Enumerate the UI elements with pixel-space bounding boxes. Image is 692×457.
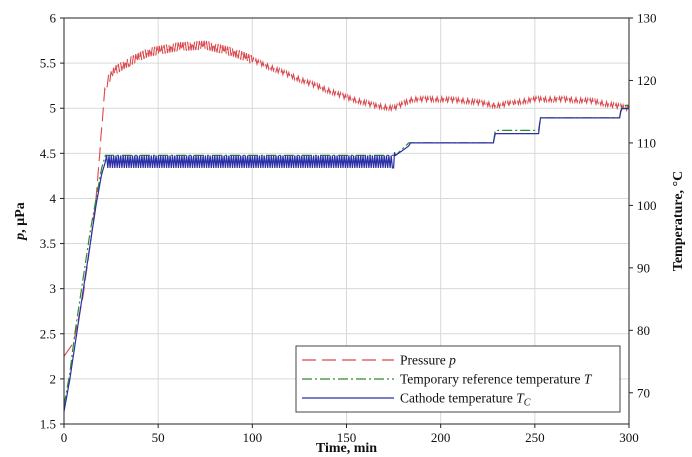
- x-tick-label: 250: [525, 430, 545, 445]
- y-right-tick-label: 130: [637, 11, 657, 26]
- y-left-tick-label: 5.5: [40, 56, 56, 71]
- legend-item-reference-temperature-label: Temporary reference temperature T: [400, 372, 593, 387]
- x-tick-label: 150: [337, 430, 357, 445]
- y-left-tick-label: 1.5: [40, 417, 56, 432]
- y-right-axis-title: Temperature, °C: [671, 171, 686, 271]
- series-cathode-temperature-line: [63, 107, 629, 412]
- x-tick-label: 50: [152, 430, 165, 445]
- y-left-tick-label: 5: [50, 101, 57, 116]
- legend-item-pressure-label: Pressure p: [400, 353, 456, 368]
- x-tick-label: 0: [61, 430, 68, 445]
- y-left-tick-label: 3.5: [40, 236, 56, 251]
- y-right-tick-label: 80: [637, 323, 650, 338]
- x-tick-label: 200: [431, 430, 451, 445]
- legend-item-cathode-temperature-label: Cathode temperature TC: [400, 391, 531, 409]
- y-left-tick-label: 6: [50, 11, 57, 26]
- y-right-tick-label: 70: [637, 385, 650, 400]
- y-right-tick-label: 100: [637, 198, 657, 213]
- y-left-tick-label: 3: [50, 281, 57, 296]
- y-left-axis-title: p, µPa: [13, 202, 28, 241]
- x-tick-label: 100: [243, 430, 263, 445]
- x-tick-label: 300: [619, 430, 639, 445]
- legend-box: [295, 345, 621, 413]
- y-right-tick-label: 120: [637, 73, 657, 88]
- y-left-tick-label: 4.5: [40, 146, 56, 161]
- y-left-tick-label: 4: [50, 191, 57, 206]
- y-right-tick-label: 110: [637, 135, 656, 150]
- y-left-tick-label: 2: [50, 371, 57, 386]
- y-right-tick-label: 90: [637, 260, 650, 275]
- series-pressure-line: [63, 40, 630, 357]
- y-left-tick-label: 2.5: [40, 326, 56, 341]
- x-axis-title: Time, min: [316, 441, 377, 456]
